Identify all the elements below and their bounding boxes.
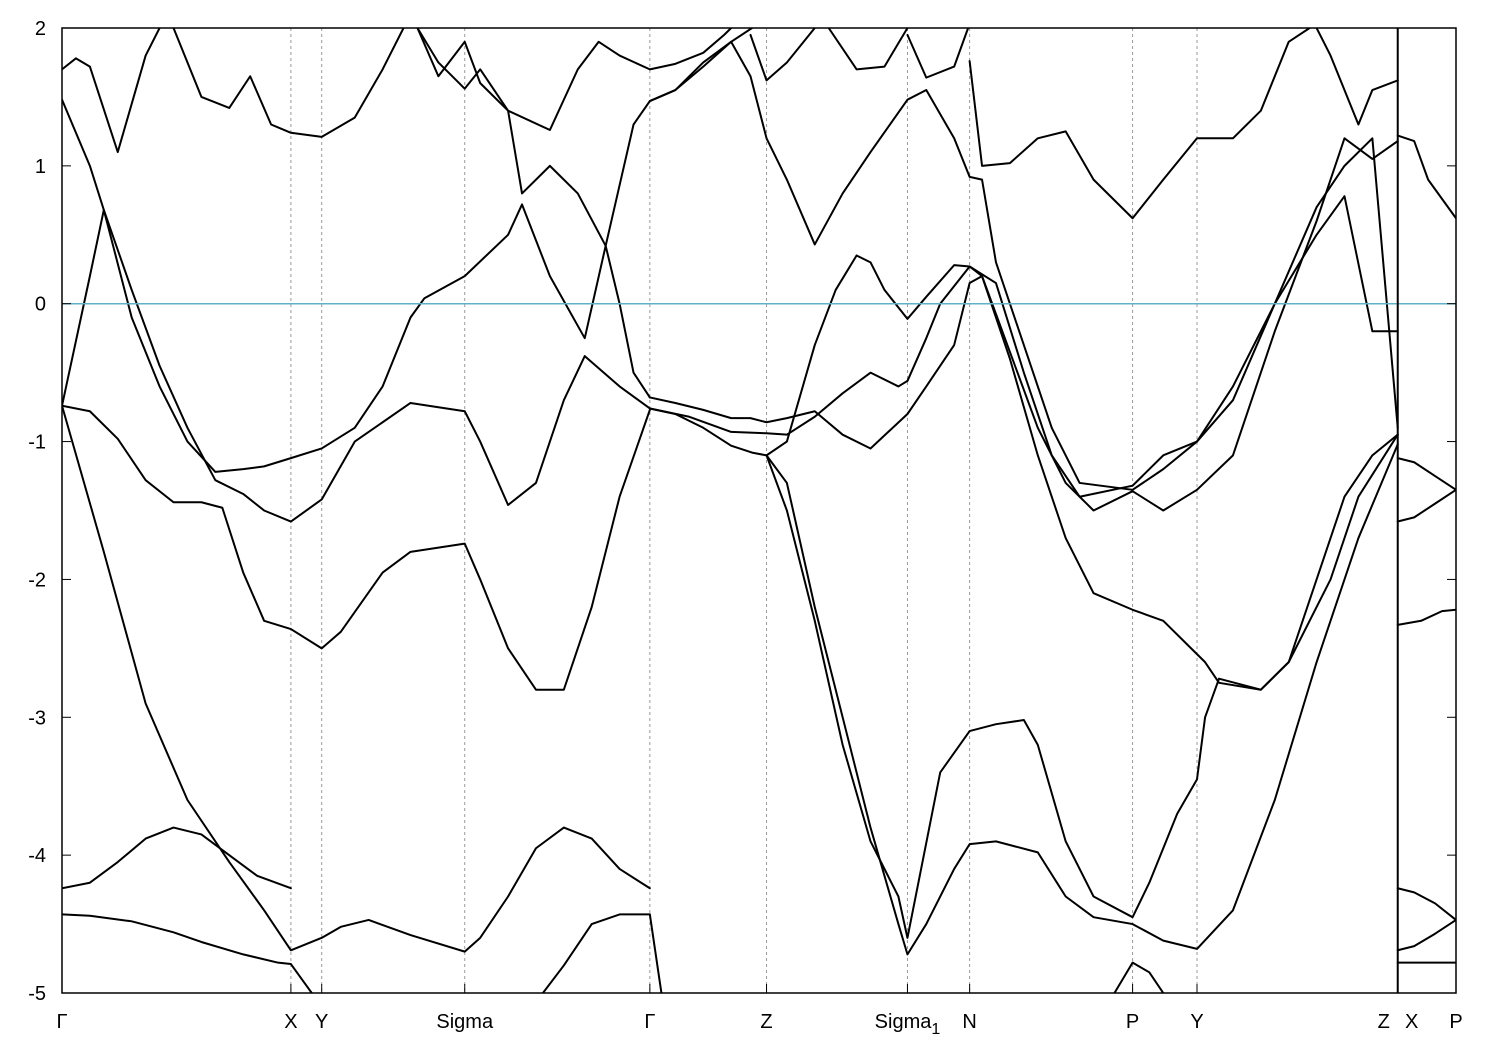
y-tick-label: -4 — [28, 845, 46, 867]
band-line — [1396, 887, 1456, 921]
band-line — [906, 28, 970, 79]
band-line — [648, 40, 1399, 491]
band-lines — [62, 28, 1456, 993]
y-tick-label: 1 — [35, 156, 46, 178]
band-line — [62, 826, 292, 890]
band-line — [172, 28, 405, 138]
x-tick-label: N — [962, 1011, 976, 1033]
band-line — [1113, 961, 1165, 993]
band-line — [62, 913, 313, 993]
x-tick-label: Y — [315, 1011, 328, 1033]
x-tick-label: Y — [1190, 1011, 1203, 1033]
band-line — [765, 443, 1399, 956]
x-tick-label: Γ — [56, 1011, 67, 1033]
band-line — [1396, 457, 1456, 491]
x-tick-label: Γ — [644, 1011, 655, 1033]
band-line — [416, 28, 754, 247]
y-tick-label: -2 — [28, 569, 46, 591]
band-line — [541, 913, 651, 993]
y-tick-label: -3 — [28, 707, 46, 729]
x-tick-label: Sigma — [436, 1011, 494, 1033]
plot-frame — [61, 27, 1457, 994]
band-line — [1396, 918, 1456, 952]
x-tick-label: Z — [760, 1011, 772, 1033]
band-line — [1396, 488, 1456, 523]
band-line — [62, 208, 651, 523]
band-line — [765, 433, 1399, 939]
y-tick-label: -5 — [28, 983, 46, 1005]
x-tick-label: X — [1405, 1011, 1418, 1033]
y-tick-label: -1 — [28, 432, 46, 454]
band-line — [648, 254, 1399, 691]
band-line — [62, 98, 651, 473]
band-line — [1396, 134, 1456, 220]
x-axis: Γ X Y Sigma Γ Z Sigma1 N P Y Z X P — [56, 984, 1463, 1038]
band-line — [968, 28, 1311, 220]
x-tick-label: Z — [1378, 1011, 1390, 1033]
y-tick-label: 0 — [35, 294, 46, 316]
band-line — [648, 913, 663, 993]
y-axis: -5 -4 -3 -2 -1 0 1 2 — [28, 18, 1456, 1005]
x-tick-label: P — [1449, 1011, 1462, 1033]
y-tick-label: 2 — [35, 18, 46, 40]
band-line — [62, 404, 651, 691]
band-line — [1315, 28, 1399, 126]
plot-border — [61, 27, 1457, 994]
band-line — [62, 404, 651, 953]
band-line — [827, 28, 909, 71]
x-tick-label: Sigma1 — [875, 1011, 941, 1038]
x-tick-label: X — [284, 1011, 297, 1033]
band-line — [749, 28, 816, 82]
band-line — [62, 28, 161, 154]
x-tick-label: P — [1126, 1011, 1139, 1033]
k-point-gridlines — [290, 28, 1198, 993]
band-line — [1396, 608, 1456, 626]
band-line — [648, 137, 1399, 512]
band-line — [416, 28, 733, 132]
